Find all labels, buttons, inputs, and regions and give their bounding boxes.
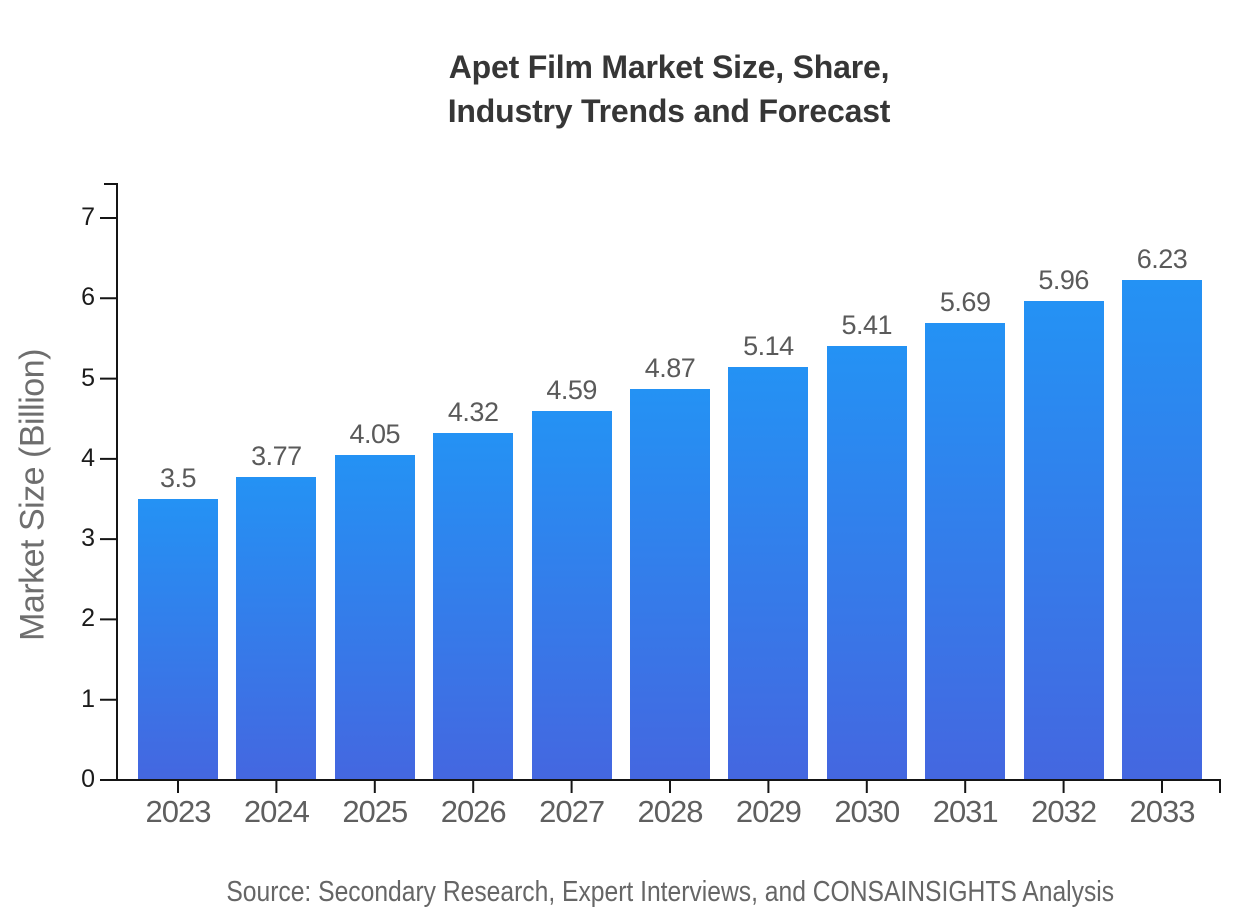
bar-value-label: 5.14 [743, 331, 794, 362]
bar [1122, 279, 1202, 779]
bar-value-label: 5.69 [939, 287, 991, 318]
chart-title-line-1: Apet Film Market Size, Share, [448, 49, 890, 85]
bar [925, 323, 1006, 779]
bar-value-label: 3.5 [159, 463, 197, 493]
x-tick-label: 2023 [145, 794, 212, 829]
y-tick-label: 1 [81, 684, 95, 713]
x-tick-label: 2028 [637, 794, 704, 829]
bar-value-label: 4.05 [349, 418, 401, 449]
x-tick-label: 2032 [1031, 794, 1097, 829]
bar [630, 389, 710, 779]
x-tick-label: 2031 [932, 794, 999, 829]
bar [138, 499, 218, 779]
x-tick-label: 2033 [1129, 794, 1196, 829]
source-note: Source: Secondary Research, Expert Inter… [0, 876, 1260, 909]
chart-title-line-2: Industry Trends and Forecast [447, 93, 891, 129]
bar [826, 345, 907, 779]
bar-value-label: 3.77 [251, 441, 302, 472]
source-note-text: Source: Secondary Research, Expert Inter… [226, 876, 1114, 908]
y-tick-label: 7 [81, 203, 95, 231]
bar [236, 477, 317, 779]
bar [728, 367, 809, 779]
bar [334, 454, 415, 779]
y-tick-label: 6 [81, 283, 95, 312]
chart-title: Apet Film Market Size, Share, Industry T… [117, 45, 1221, 133]
y-tick-label: 5 [81, 363, 95, 392]
x-tick-label: 2027 [539, 794, 605, 829]
y-tick-label: 2 [81, 604, 95, 633]
bar-value-label: 4.59 [546, 375, 597, 406]
bar [1023, 301, 1104, 779]
y-tick-label: 4 [81, 443, 95, 472]
bar-value-label: 4.87 [644, 353, 696, 383]
y-tick-label: 3 [81, 524, 95, 553]
bar-value-label: 5.96 [1038, 265, 1089, 296]
x-tick-label: 2024 [243, 794, 310, 829]
bar-value-label: 6.23 [1136, 243, 1188, 274]
bar-value-label: 5.41 [841, 309, 893, 340]
bar-value-label: 4.32 [447, 397, 499, 428]
x-tick-label: 2025 [342, 794, 408, 829]
bar [531, 411, 612, 779]
y-tick-label: 0 [81, 765, 95, 793]
bar [433, 433, 514, 779]
x-tick-label: 2029 [735, 794, 802, 829]
x-tick-label: 2026 [440, 794, 507, 829]
x-tick-label: 2030 [834, 794, 900, 829]
